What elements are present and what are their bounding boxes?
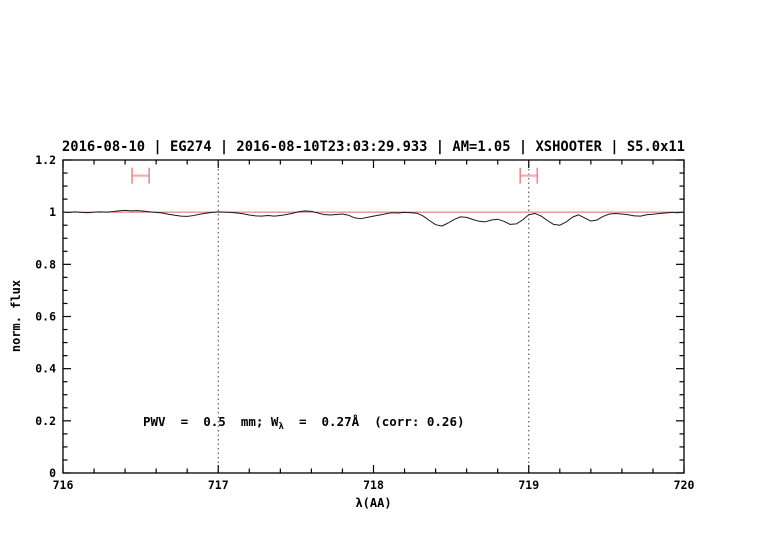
series-layer — [62, 167, 685, 227]
y-tick-label: 0 — [49, 466, 56, 480]
y-tick-label: 1 — [49, 205, 56, 219]
x-tick-label: 716 — [53, 478, 74, 492]
lambda-subscript: λ — [278, 422, 284, 432]
pwv-annotation-part2: = 0.27Å (corr: 0.26) — [284, 414, 465, 429]
x-axis-label: λ(AA) — [355, 496, 391, 510]
y-tick-label: 1.2 — [35, 153, 56, 167]
x-tick-label: 720 — [674, 478, 695, 492]
y-tick-label: 0.4 — [35, 362, 56, 376]
pwv-annotation-part1: PWV = 0.5 mm; W — [143, 414, 279, 429]
y-axis-label: norm. flux — [9, 280, 23, 352]
y-tick-label: 0.2 — [35, 414, 56, 428]
axes-layer: 716 717 718 719 720 0 0.2 0.4 0.6 0.8 1 1.2 — [35, 153, 694, 492]
x-tick-label: 718 — [363, 478, 384, 492]
x-tick-label: 719 — [518, 478, 539, 492]
x-tick-label: 717 — [208, 478, 229, 492]
observed-spectrum-line — [62, 209, 685, 227]
pwv-annotation: PWV = 0.5 mm; Wλ = 0.27Å (corr: 0.26) — [143, 414, 465, 432]
y-tick-label: 0.6 — [35, 310, 56, 324]
plot-title: 2016-08-10 | EG274 | 2016-08-10T23:03:29… — [62, 139, 685, 155]
y-tick-label: 0.8 — [35, 257, 56, 271]
